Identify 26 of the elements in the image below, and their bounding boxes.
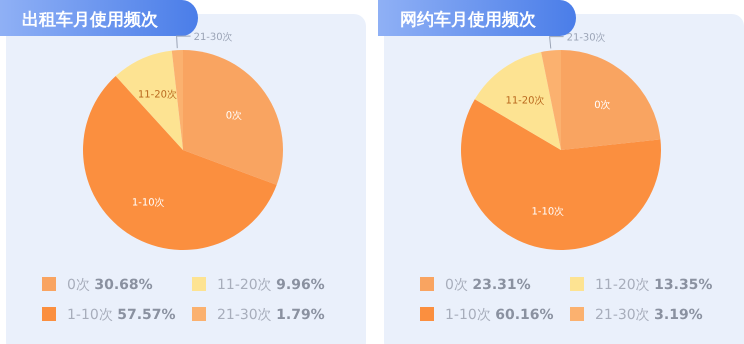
legend-label: 11-20次 [595, 277, 654, 293]
chart-title: 出租车月使用频次 [22, 10, 159, 30]
slice-label: 21-30次 [194, 32, 233, 44]
legend-label: 21-30次 [217, 307, 276, 323]
chart-title: 网约车月使用频次 [400, 10, 537, 30]
data-label: 57.57% [117, 307, 176, 323]
slice-label: 11-20次 [138, 90, 177, 101]
data-label: 30.68% [94, 277, 153, 293]
slice-label: 1-10次 [532, 206, 564, 218]
legend-label: 1-10次 [445, 307, 496, 323]
legend-label: 21-30次 [595, 307, 654, 323]
data-label: 1.79% [276, 307, 325, 323]
data-label: 60.16% [495, 307, 554, 323]
data-label: 9.96% [276, 277, 325, 293]
data-label: 13.35% [654, 277, 712, 293]
slice-label: 0次 [226, 110, 242, 122]
slice-label: 11-20次 [505, 96, 545, 107]
slice-label: 0次 [594, 100, 611, 111]
data-label: 3.19% [654, 307, 703, 323]
data-label: 23.31% [472, 277, 531, 293]
legend-label: 0次 [67, 277, 94, 293]
slice-label: 21-30次 [566, 32, 606, 44]
legend-label: 0次 [445, 277, 472, 293]
legend-label: 1-10次 [67, 307, 118, 323]
legend-label: 11-20次 [217, 277, 276, 293]
slice-label: 1-10次 [132, 197, 165, 208]
